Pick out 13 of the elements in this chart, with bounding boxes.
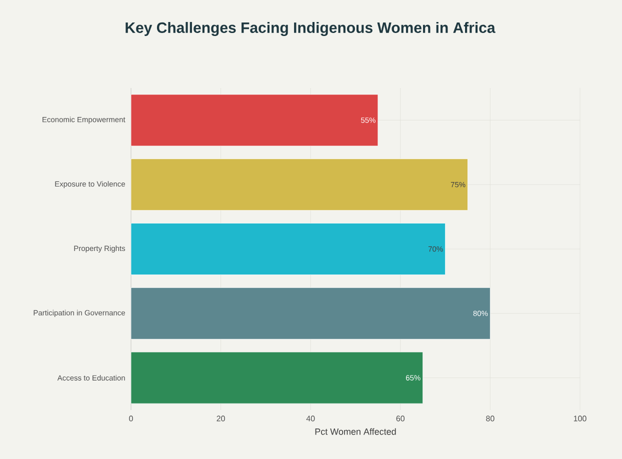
x-axis-title: Pct Women Affected bbox=[315, 428, 396, 435]
bar bbox=[130, 94, 378, 146]
bar bbox=[130, 223, 446, 275]
bar bbox=[130, 158, 468, 211]
x-tick-label: 80 bbox=[486, 416, 494, 422]
x-tick-label: 60 bbox=[396, 416, 405, 422]
chart-title: Key Challenges Facing Indigenous Women in Africa bbox=[126, 22, 496, 36]
x-tick-label: 40 bbox=[306, 416, 315, 422]
x-tick-label: 0 bbox=[129, 416, 133, 422]
bar bbox=[130, 287, 490, 340]
bar bbox=[130, 352, 424, 404]
x-tick-label: 20 bbox=[216, 416, 225, 422]
x-tick-label: 100 bbox=[574, 416, 586, 422]
